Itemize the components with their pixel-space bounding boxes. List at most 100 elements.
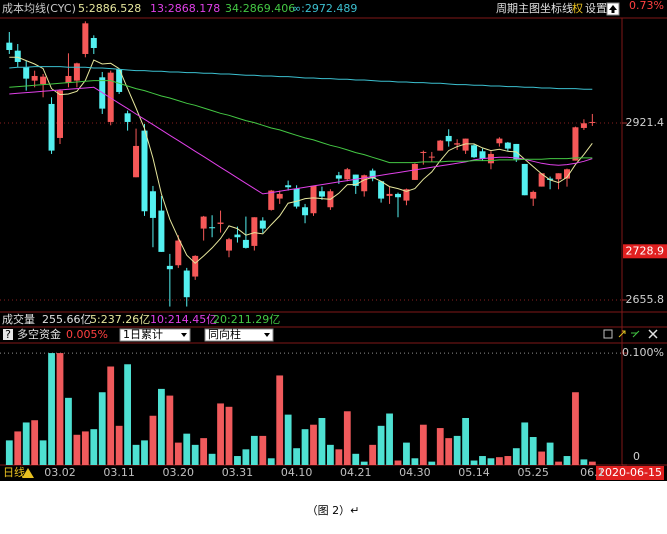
candle-body [538,173,545,187]
candle-body [479,151,486,159]
mode-dropdown[interactable]: 1日累计 [119,328,191,342]
candle-body [462,138,469,151]
candle-body [471,145,478,158]
toolbar-button[interactable]: 坐标线 [540,1,573,15]
candle-body [555,173,562,180]
panel-icons[interactable] [603,329,658,339]
legend-entry: 5:2886.528 [78,2,141,15]
settings-icon[interactable] [618,330,626,338]
bar [81,431,89,465]
dropdown-box [204,328,274,342]
help-box[interactable] [3,329,13,340]
x-tick-label: 03.20 [163,466,195,479]
bar [149,415,157,465]
candle-body [369,170,376,179]
toolbar-button[interactable]: 设置 [585,2,607,15]
x-tick-label: 03.31 [222,466,254,479]
bar [529,437,537,465]
bar [56,353,64,465]
bar [276,375,284,465]
bar [301,429,309,465]
candle-body [454,143,461,145]
volume-average: 5:237.26亿 [90,313,150,326]
bar [445,438,453,465]
candle-body [200,216,207,229]
candle-body [504,142,511,149]
bar [588,461,596,465]
candle-body [428,156,435,158]
legend-entry: ∞:2972.489 [292,2,357,15]
candle-body [166,265,173,270]
bar [521,422,529,465]
bar [132,444,140,465]
bar [183,433,191,465]
candle-body [268,190,275,210]
date-box [596,466,664,480]
candle-body [572,127,579,161]
candle-body [14,50,21,62]
bar [98,392,106,465]
candle-body [217,222,224,224]
dropdown-text: 1日累计 [123,328,163,341]
candle-body [293,188,300,207]
candle-body [276,193,283,199]
candle-body [149,191,156,218]
candle-body [310,185,317,214]
candle-body [242,239,249,248]
indicator-title: 成本均线(CYC) [2,1,76,15]
candle-body [386,193,393,196]
legend-entry: 34:2869.406 [225,2,295,15]
swap-icon[interactable] [631,330,640,338]
toolbar-button[interactable]: 权 [572,2,583,15]
bar [208,453,216,465]
bar [310,424,317,465]
candle-body [48,103,55,151]
candle-body [90,37,97,48]
candle-body [395,193,401,198]
price-marker-label: 2728.9 [626,244,665,257]
help-icon[interactable]: ? [5,328,11,341]
arrow-icon [609,5,617,13]
bar [141,440,148,465]
bar [191,444,199,465]
bar [453,435,461,465]
bar [538,451,546,465]
bar [563,456,571,465]
bar [200,438,208,465]
x-tick-label: 03.02 [44,466,76,479]
scroll-up-button[interactable] [606,2,620,16]
bar [462,417,469,465]
candle-body [445,135,452,142]
x-tick-label: 04.21 [340,466,372,479]
bar [411,458,419,465]
y-tick-label: 0 [633,450,640,463]
bar [225,406,233,465]
bar [555,461,562,465]
x-tick-label: 04.10 [281,466,313,479]
bar [90,429,98,465]
bar [234,456,241,465]
candle-body [318,191,325,197]
candle-body [335,175,342,179]
volume-average: 20:211.29亿 [213,313,280,326]
bar [242,449,250,465]
bar [259,435,267,465]
candle-body [183,270,190,298]
candle-body [496,138,503,144]
x-tick-label: 03.11 [103,466,135,479]
candle-body [487,153,494,164]
x-tick-label: 06.1 [580,466,605,479]
bar [479,456,486,465]
indicator-name: 多空资金 [17,327,61,341]
candle-body [175,240,182,266]
bar [48,353,55,465]
toolbar-button[interactable]: 周期 [496,2,518,15]
bar [403,442,410,465]
close-icon[interactable] [648,329,658,339]
candle-body [580,123,587,128]
style-dropdown[interactable]: 同向柱 [204,327,274,342]
toolbar-button[interactable]: 主图 [518,2,540,15]
candle-body [285,185,292,188]
maximize-icon[interactable] [603,329,613,339]
candle-body [420,151,427,153]
